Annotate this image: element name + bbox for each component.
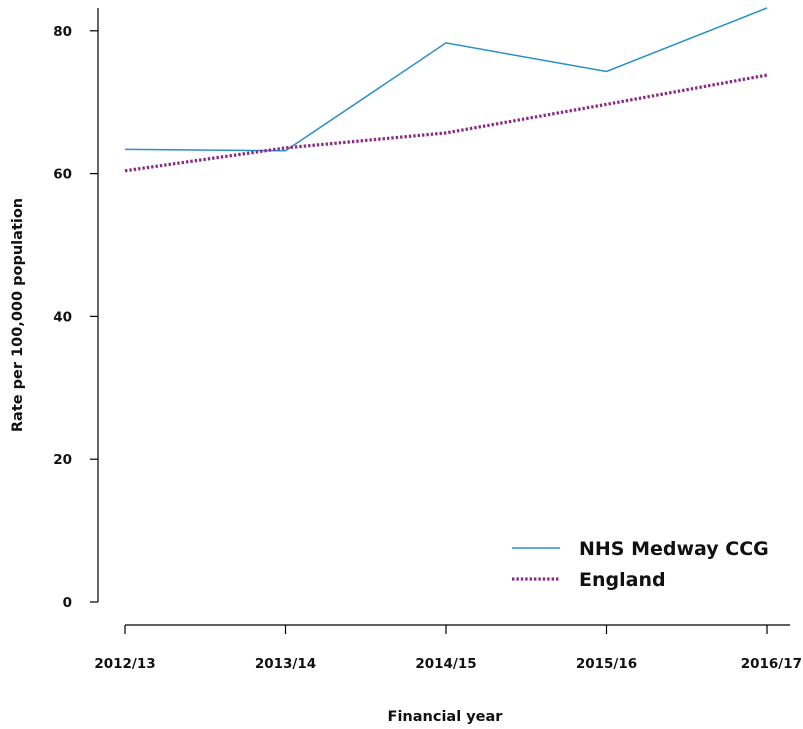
x-tick-label: 2012/13 — [94, 656, 155, 672]
y-tick-label: 80 — [53, 24, 72, 40]
y-tick-label: 0 — [63, 595, 72, 611]
legend-label: England — [579, 569, 666, 591]
series-line-england — [124, 73, 768, 173]
x-tick-label: 2013/14 — [255, 656, 316, 672]
x-tick-label: 2015/16 — [576, 656, 637, 672]
y-axis: 0 20 40 60 80 — [53, 8, 99, 611]
y-tick-label: 40 — [53, 309, 72, 325]
series-layer — [124, 7, 768, 173]
x-tick-label: 2016/17 — [741, 656, 802, 672]
series-line-nhs-medway-ccg — [124, 7, 768, 152]
y-axis-title: Rate per 100,000 population — [10, 198, 26, 432]
x-axis: 2012/13 2013/14 2014/15 2015/16 2016/17 — [94, 624, 802, 672]
legend-label: NHS Medway CCG — [579, 538, 769, 560]
x-tick-label: 2014/15 — [415, 656, 476, 672]
legend: NHS Medway CCG England — [512, 538, 769, 591]
y-tick-label: 20 — [53, 452, 72, 468]
x-axis-title: Financial year — [388, 709, 504, 725]
y-tick-label: 60 — [53, 167, 72, 183]
